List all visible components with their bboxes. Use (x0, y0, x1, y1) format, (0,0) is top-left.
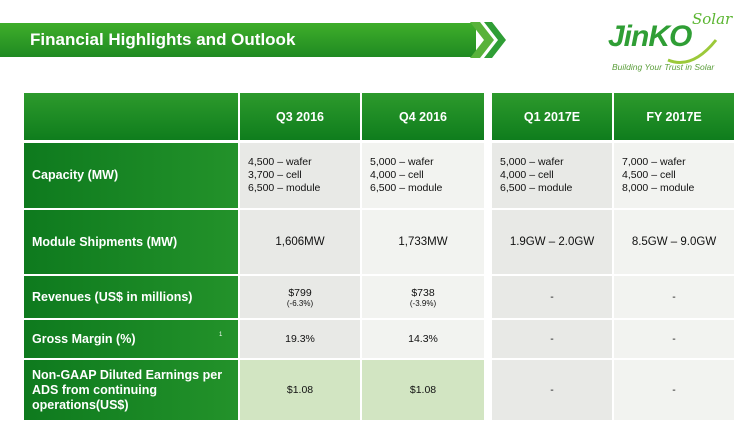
cell-line: 8,000 – module (622, 182, 695, 194)
row-label: Revenues (US$ in millions) (24, 276, 238, 318)
column-header: Q1 2017E (492, 93, 612, 140)
cell-line: 7,000 – wafer (622, 156, 686, 168)
table-cell: 7,000 – wafer 4,500 – cell 8,000 – modul… (614, 143, 734, 208)
header-corner (24, 93, 238, 140)
row-label-container: Gross Margin (%) 1 (24, 320, 238, 358)
row-label: Non-GAAP Diluted Earnings per ADS from c… (24, 360, 238, 420)
cell-value: $738 (411, 286, 435, 299)
cell-line: 4,500 – wafer (248, 156, 312, 168)
table-cell: $1.08 (240, 360, 360, 420)
table-cell: $1.08 (362, 360, 484, 420)
cell-line: 5,000 – wafer (500, 156, 564, 168)
table-cell: 14.3% (362, 320, 484, 358)
logo-swoosh-icon (667, 39, 718, 64)
cell-line: 6,500 – module (248, 182, 321, 194)
cell-line: 4,000 – cell (370, 169, 424, 181)
row-label: Module Shipments (MW) (24, 210, 238, 274)
table-cell: $799 (-6.3%) (240, 276, 360, 318)
cell-line: 4,000 – cell (500, 169, 554, 181)
table-cell: - (492, 276, 612, 318)
table-cell: - (492, 360, 612, 420)
table-cell: - (614, 360, 734, 420)
logo-script: Solar (692, 10, 733, 28)
cell-line: 3,700 – cell (248, 169, 302, 181)
table-cell: 1.9GW – 2.0GW (492, 210, 612, 274)
table-cell: 8.5GW – 9.0GW (614, 210, 734, 274)
cell-line: 6,500 – module (500, 182, 573, 194)
cell-line: 4,500 – cell (622, 169, 676, 181)
table-cell: 4,500 – wafer 3,700 – cell 6,500 – modul… (240, 143, 360, 208)
row-label: Capacity (MW) (24, 143, 238, 208)
table-cell: 1,733MW (362, 210, 484, 274)
footnote-mark: 1 (219, 332, 223, 338)
column-header: Q3 2016 (240, 93, 360, 140)
chevron-arrows-icon (470, 22, 506, 58)
table-cell: - (492, 320, 612, 358)
page-title: Financial Highlights and Outlook (30, 30, 296, 49)
table-cell: - (614, 276, 734, 318)
cell-value: $799 (288, 286, 312, 299)
logo-tagline: Building Your Trust in Solar (612, 62, 715, 72)
column-header: FY 2017E (614, 93, 734, 140)
jinko-logo: Solar JinKO Building Your Trust in Solar (606, 6, 746, 76)
column-header: Q4 2016 (362, 93, 484, 140)
cell-line: 5,000 – wafer (370, 156, 434, 168)
title-banner: Financial Highlights and Outlook (0, 23, 476, 57)
table-cell: - (614, 320, 734, 358)
table-cell: 19.3% (240, 320, 360, 358)
cell-change: (-3.9%) (409, 298, 437, 308)
table-cell: 5,000 – wafer 4,000 – cell 6,500 – modul… (362, 143, 484, 208)
row-label: Gross Margin (%) (32, 331, 136, 346)
logo-wordmark: JinKO (608, 20, 692, 53)
table-cell: 1,606MW (240, 210, 360, 274)
table-cell: $738 (-3.9%) (362, 276, 484, 318)
table-cell: 5,000 – wafer 4,000 – cell 6,500 – modul… (492, 143, 612, 208)
cell-change: (-6.3%) (286, 298, 314, 308)
cell-line: 6,500 – module (370, 182, 443, 194)
